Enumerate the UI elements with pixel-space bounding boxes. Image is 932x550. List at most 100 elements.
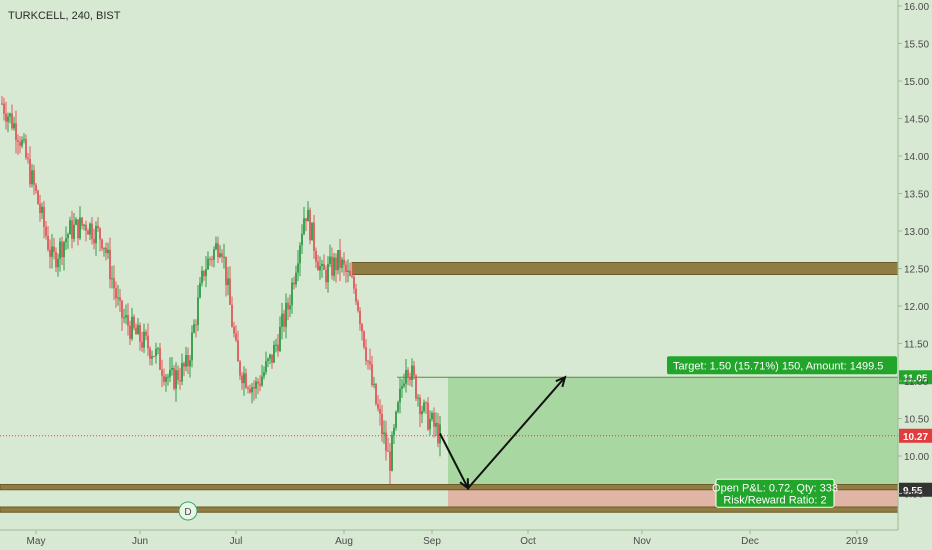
candle-body <box>287 302 289 310</box>
candle-body <box>123 317 125 319</box>
support-zone <box>0 506 899 513</box>
candle-body <box>135 327 137 335</box>
target-label: Target: 1.50 (15.71%) 150, Amount: 1499.… <box>673 360 883 372</box>
candle-body <box>207 258 209 270</box>
candle-body <box>341 259 343 268</box>
candle-body <box>347 270 349 272</box>
candle-body <box>365 347 367 361</box>
price-tag-label: 9.55 <box>903 486 923 497</box>
candle-body <box>211 259 213 261</box>
candle-body <box>19 141 21 146</box>
candle-body <box>117 297 119 299</box>
candle-body <box>169 370 171 377</box>
candle-body <box>271 354 273 363</box>
resistance-zone <box>351 262 899 275</box>
candle-body <box>37 190 39 205</box>
candle-body <box>305 218 307 222</box>
candle-body <box>401 386 403 389</box>
candle-body <box>349 270 351 276</box>
candle-body <box>391 434 393 471</box>
y-tick-label: 11.00 <box>904 377 929 388</box>
candle-body <box>59 241 61 259</box>
candle-body <box>265 361 267 373</box>
candle-body <box>139 325 141 342</box>
candle-body <box>263 372 265 377</box>
y-tick-label: 14.50 <box>904 115 929 126</box>
candle-body <box>387 450 389 452</box>
candle-body <box>257 381 259 384</box>
candle-body <box>41 206 43 214</box>
y-tick-label: 15.50 <box>904 40 929 51</box>
candle-body <box>193 324 195 333</box>
y-tick-label: 16.00 <box>904 2 929 13</box>
candle-body <box>359 310 361 325</box>
candle-body <box>325 269 327 283</box>
candle-body <box>315 250 317 262</box>
y-tick-label: 10.50 <box>904 415 929 426</box>
candle-body <box>81 217 83 226</box>
candle-body <box>101 239 103 249</box>
candle-body <box>187 355 189 367</box>
candle-body <box>61 241 63 258</box>
y-tick-label: 12.00 <box>904 302 929 313</box>
candle-body <box>43 206 45 227</box>
candle-body <box>109 249 111 280</box>
candle-body <box>301 234 303 246</box>
dividend-marker[interactable] <box>178 501 198 521</box>
candle-body <box>53 246 55 252</box>
candle-body <box>427 402 429 430</box>
arrowhead-up <box>555 375 567 388</box>
pnl-label-box[interactable] <box>715 478 835 508</box>
candle-body <box>185 355 187 367</box>
candle-body <box>27 157 29 159</box>
candle-body <box>65 238 67 243</box>
candle-body <box>319 266 321 271</box>
candle-body <box>157 348 159 350</box>
candle-body <box>395 411 397 428</box>
candle-body <box>149 348 151 359</box>
candle-body <box>225 256 227 286</box>
candle-body <box>261 376 263 386</box>
candle-body <box>133 316 135 328</box>
candle-body <box>423 402 425 412</box>
candle-body <box>39 204 41 214</box>
candle-body <box>235 333 237 341</box>
candle-body <box>145 331 147 336</box>
candle-body <box>355 288 357 302</box>
candle-body <box>417 397 419 399</box>
candle-body <box>205 269 207 277</box>
candle-body <box>143 331 145 348</box>
candle-body <box>317 261 319 271</box>
candle-body <box>329 256 331 264</box>
candle-body <box>217 243 219 257</box>
candle-body <box>239 361 241 376</box>
candle-body <box>281 313 283 327</box>
candle-body <box>307 209 309 222</box>
candle-body <box>383 432 385 435</box>
candle-body <box>89 223 91 235</box>
candle-body <box>369 361 371 365</box>
candle-body <box>415 375 417 399</box>
candle-body <box>111 278 113 280</box>
candle-body <box>215 243 217 250</box>
pnl-label: Open P&L: 0.72, Qty: 333 <box>712 482 838 494</box>
candle-body <box>351 275 353 277</box>
candle-body <box>335 257 337 271</box>
x-tick-label: Nov <box>633 536 651 547</box>
candle-body <box>377 404 379 409</box>
candle-body <box>381 413 383 435</box>
candle-body <box>285 302 287 327</box>
candle-body <box>5 113 7 122</box>
candle-body <box>71 220 73 239</box>
target-area <box>448 377 898 489</box>
candle-body <box>373 383 375 385</box>
candle-body <box>131 316 133 339</box>
candle-body <box>47 236 49 250</box>
candle-body <box>275 344 277 346</box>
candle-body <box>115 288 117 299</box>
candle-body <box>95 225 97 244</box>
candle-body <box>87 230 89 235</box>
candle-body <box>333 257 335 276</box>
position-areas <box>397 376 898 509</box>
